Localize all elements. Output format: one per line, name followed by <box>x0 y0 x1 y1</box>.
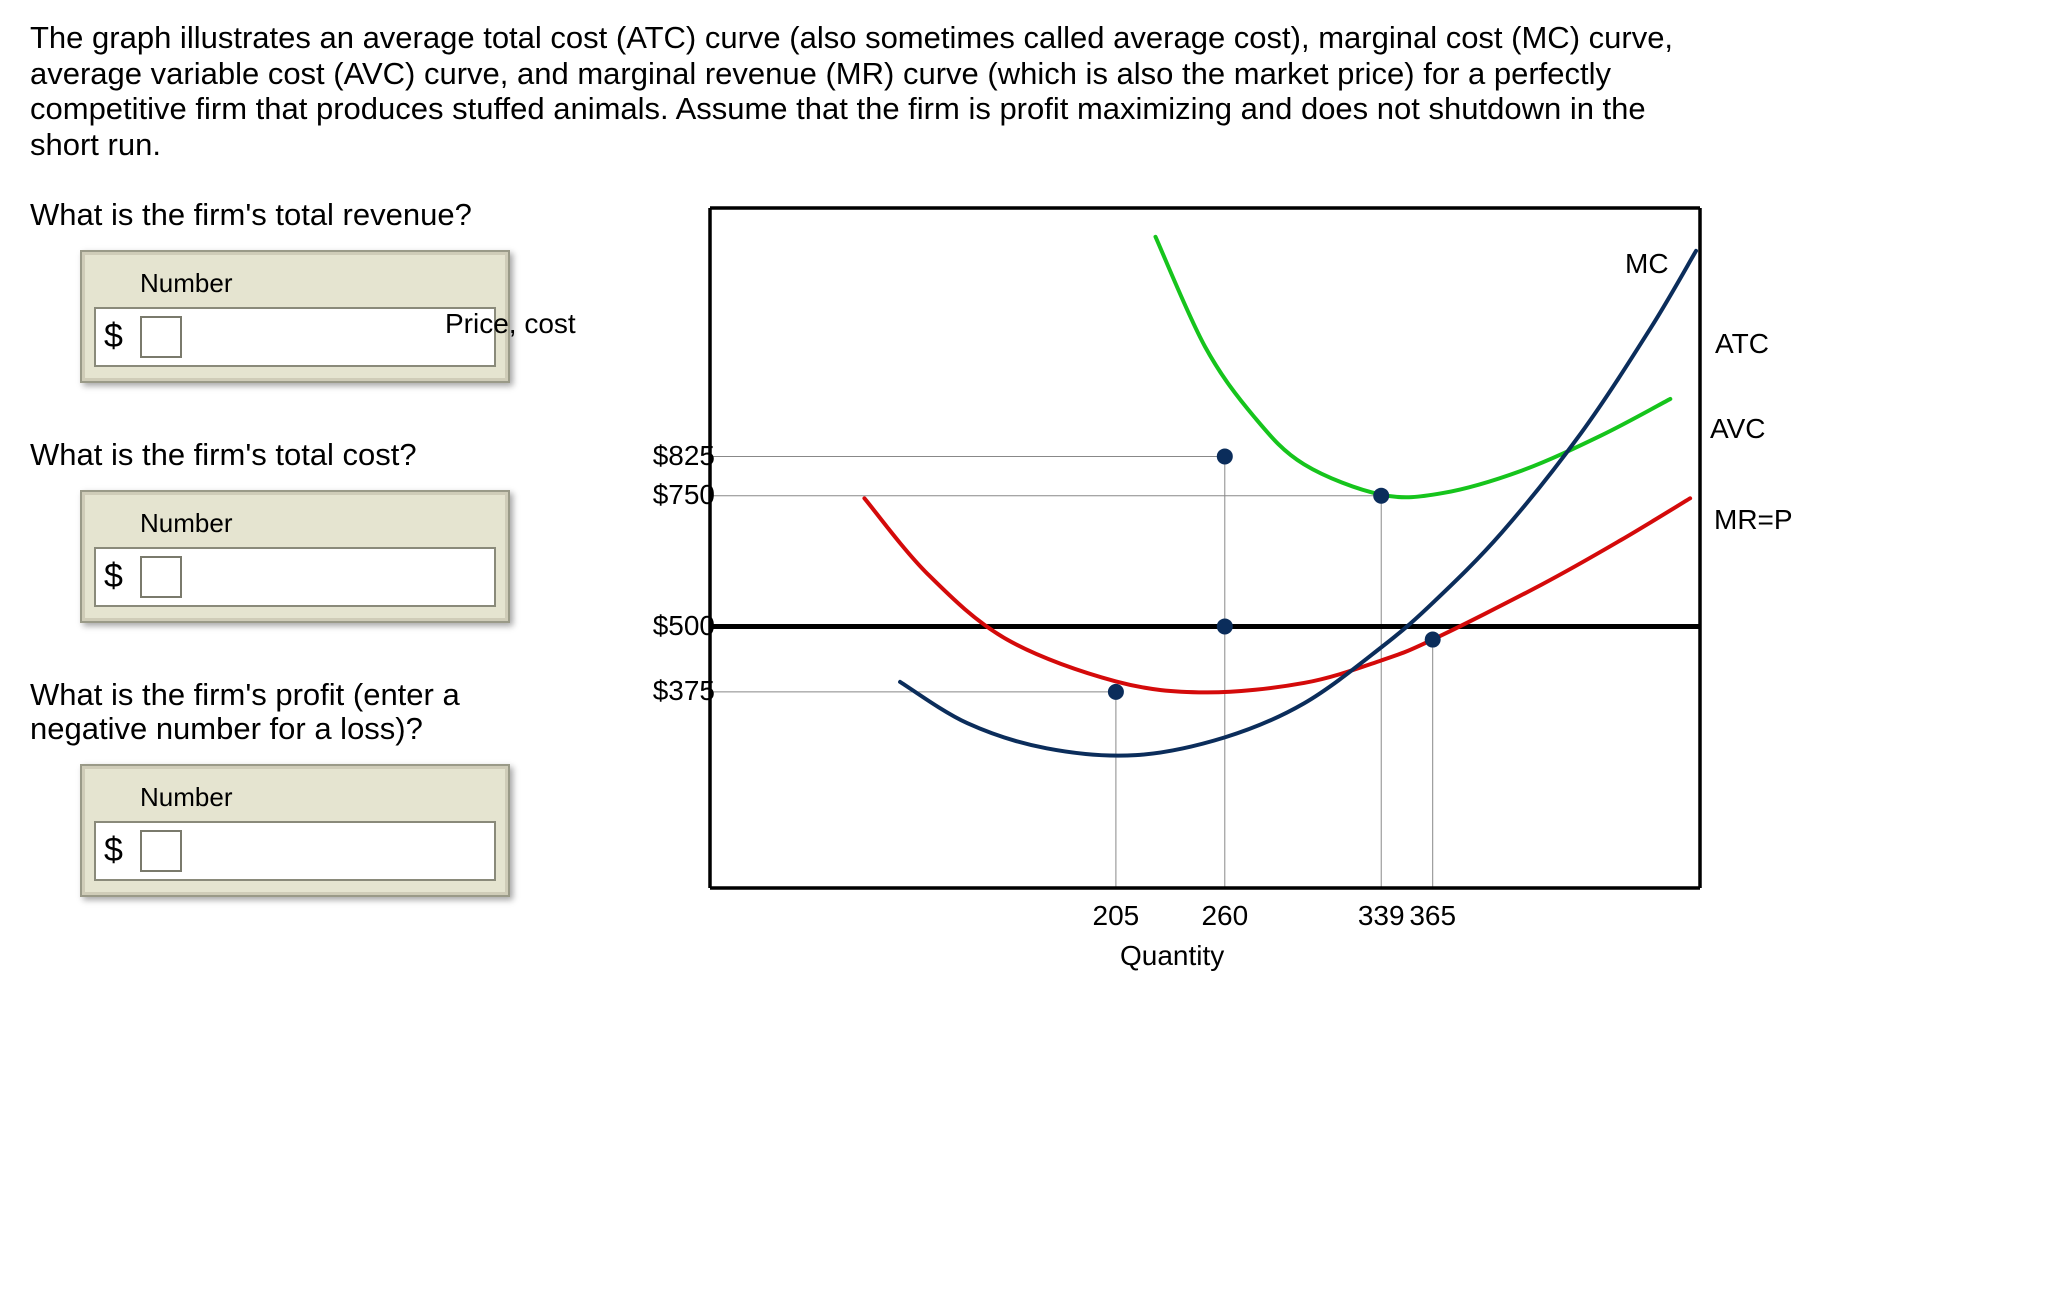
main-row: What is the firm's total revenue? Number… <box>30 198 2016 998</box>
x-tick-label: 365 <box>1409 900 1456 932</box>
y-axis-title: Price, cost <box>445 308 576 340</box>
input-label: Number <box>140 268 496 299</box>
input-label: Number <box>140 782 496 813</box>
x-tick-label: 205 <box>1093 900 1140 932</box>
chart-column: Price, cost$825$750$500$375205260339365Q… <box>610 198 2016 998</box>
x-axis-title: Quantity <box>1120 940 1224 972</box>
input-row: $ <box>94 821 496 881</box>
input-label: Number <box>140 508 496 539</box>
curve-label-atc: ATC <box>1715 328 1769 360</box>
profit-input[interactable] <box>140 830 182 872</box>
curve-label-mr: MR=P <box>1714 504 1793 536</box>
currency-prefix: $ <box>104 317 138 356</box>
cost-input[interactable] <box>140 556 182 598</box>
question-cost: What is the firm's total cost? <box>30 438 570 472</box>
y-tick-label: $500 <box>565 610 715 642</box>
input-row: $ <box>94 547 496 607</box>
intro-text: The graph illustrates an average total c… <box>30 20 1680 163</box>
question-block-revenue: What is the firm's total revenue? Number… <box>30 198 570 383</box>
currency-prefix: $ <box>104 557 138 596</box>
input-box-profit: Number $ <box>80 764 510 897</box>
question-revenue: What is the firm's total revenue? <box>30 198 570 232</box>
curve-label-avc: AVC <box>1710 413 1766 445</box>
cost-curves-chart: Price, cost$825$750$500$375205260339365Q… <box>610 198 1810 998</box>
chart-svg <box>610 198 1810 998</box>
y-tick-label: $750 <box>565 479 715 511</box>
currency-prefix: $ <box>104 831 138 870</box>
x-tick-label: 260 <box>1201 900 1248 932</box>
question-block-profit: What is the firm's profit (enter a negat… <box>30 678 570 897</box>
curve-label-mc: MC <box>1625 248 1669 280</box>
question-block-cost: What is the firm's total cost? Number $ <box>30 438 570 623</box>
question-profit: What is the firm's profit (enter a negat… <box>30 678 570 746</box>
y-tick-label: $825 <box>565 440 715 472</box>
y-tick-label: $375 <box>565 675 715 707</box>
input-box-cost: Number $ <box>80 490 510 623</box>
x-tick-label: 339 <box>1358 900 1405 932</box>
revenue-input[interactable] <box>140 316 182 358</box>
input-row: $ <box>94 307 496 367</box>
